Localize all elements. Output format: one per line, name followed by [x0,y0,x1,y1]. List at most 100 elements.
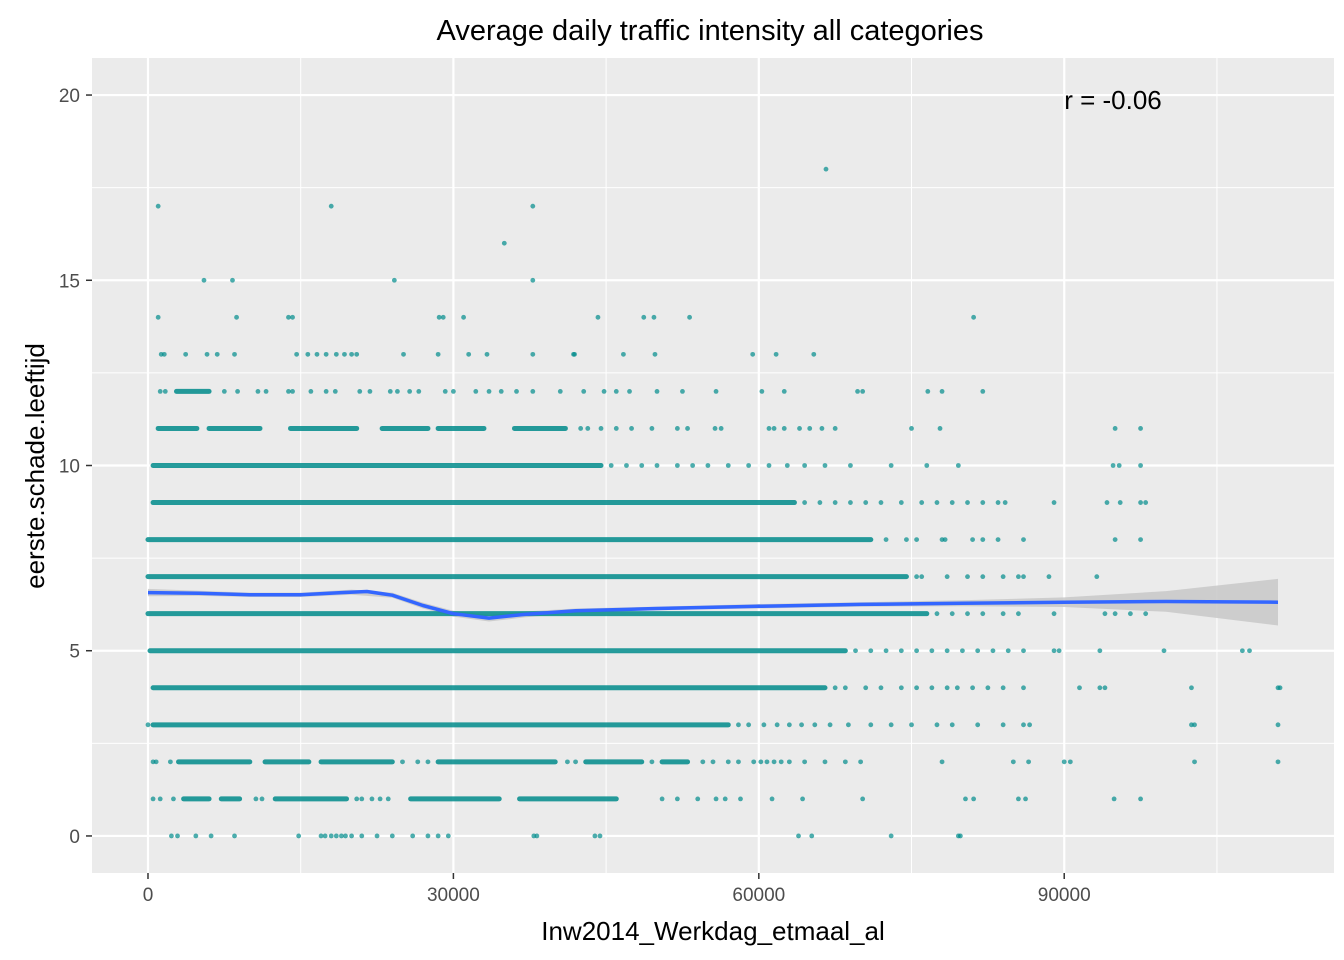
data-point [183,351,189,357]
data-point [530,203,536,209]
data-point [466,351,472,357]
data-point [514,389,519,394]
data-point [955,463,961,468]
data-point [359,833,365,839]
data-point [995,537,1001,542]
data-point [445,833,451,839]
data-point [781,426,787,431]
data-point [1094,574,1100,580]
data-point [971,796,977,802]
data-point [914,537,920,542]
data-point [1138,463,1143,468]
data-point [990,648,996,654]
data-point [960,648,965,654]
data-point [812,722,818,728]
data-point [1192,722,1197,728]
data-point [842,759,848,765]
data-point [1021,537,1026,542]
data-point [1027,722,1033,728]
data-point [354,796,360,802]
data-point [389,833,395,839]
data-point [868,722,874,728]
data-point [323,351,329,357]
data-point [802,500,808,505]
data-point [769,796,775,802]
data-point [1051,500,1057,505]
data-point [944,574,950,580]
data-point [944,648,950,654]
data-point [286,314,291,320]
data-point [817,500,823,505]
data-point [1000,722,1006,728]
data-point [314,351,320,357]
data-point [883,537,889,542]
data-point [613,389,619,394]
data-point [1023,796,1028,802]
data-point [954,685,960,691]
data-point [878,500,884,505]
data-point [975,722,981,728]
data-point [848,463,853,468]
data-point [746,463,752,468]
data-point [624,463,629,468]
data-point [1138,500,1143,505]
data-point [501,240,507,246]
data-point [410,833,416,839]
data-point [1016,611,1021,617]
data-point [349,351,354,357]
data-point [845,722,851,728]
data-point [919,574,925,580]
data-point [1277,685,1283,691]
data-point [1051,611,1057,617]
data-point [1111,796,1117,802]
data-point [819,426,825,431]
data-point [674,463,680,468]
data-point [1138,537,1143,542]
data-point [230,277,235,283]
data-point [395,389,400,394]
data-point [565,759,570,765]
data-point [435,833,441,839]
data-point [1002,500,1008,505]
data-point [585,426,591,431]
data-point [1143,500,1149,505]
data-point [651,314,657,320]
data-point [766,463,772,468]
data-point [975,648,981,654]
data-point [985,685,991,691]
data-point [235,389,240,394]
data-point [442,389,448,394]
data-point [1097,685,1103,691]
data-point [914,574,920,580]
data-point [1192,759,1197,765]
data-point [822,759,828,765]
data-point [357,389,363,394]
data-point [401,351,406,357]
data-point [359,796,365,802]
data-point [1097,648,1103,654]
data-point [234,314,239,320]
data-point [332,389,338,394]
data-point [649,759,655,765]
data-point [995,500,1001,505]
data-point [557,389,563,394]
data-point [1117,500,1123,505]
data-point [674,426,680,431]
data-point [1127,611,1133,617]
data-point [802,759,808,765]
data-point [621,351,626,357]
data-point [157,796,163,802]
data-point [736,722,741,728]
y-tick-label: 20 [59,86,80,107]
data-point [400,759,405,765]
correlation-annotation: r = -0.06 [1064,85,1162,115]
data-point [863,685,869,691]
data-point [654,463,660,468]
data-point [294,351,300,357]
data-point [823,166,829,172]
data-point [750,351,756,357]
data-point [725,463,731,468]
data-point [761,722,767,728]
data-point [888,833,894,839]
data-point [832,685,838,691]
